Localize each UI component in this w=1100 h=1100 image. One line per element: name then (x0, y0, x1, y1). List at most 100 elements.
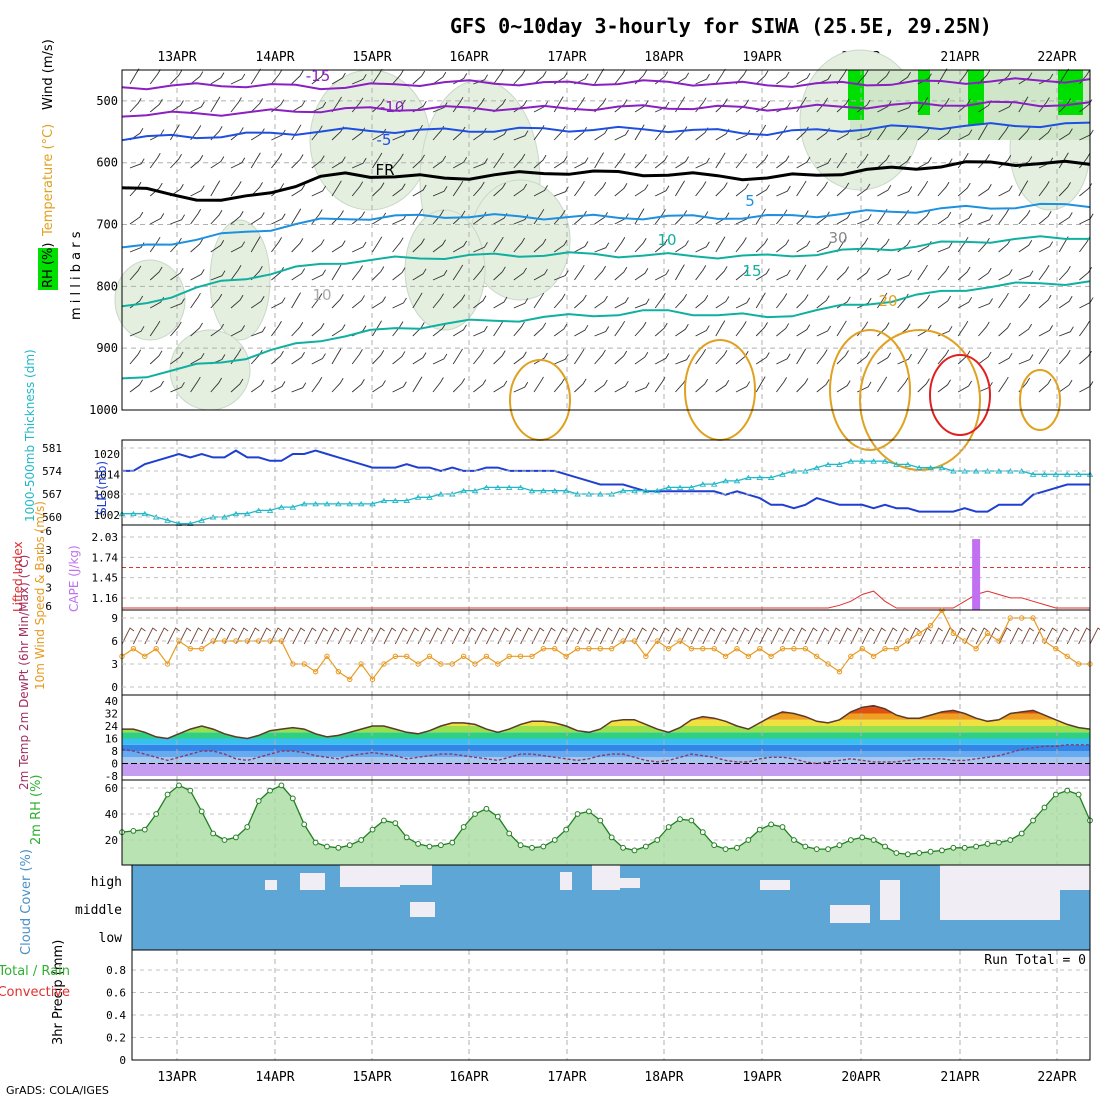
wind-barb (210, 72, 225, 85)
tick-label: 24 (105, 720, 119, 733)
surface-wind-barb (132, 627, 146, 645)
surface-wind-barb (839, 627, 852, 645)
wind-barb (998, 185, 1013, 197)
surface-wind-barb (668, 627, 681, 645)
precip-total-label: Total / Rain (0, 964, 70, 979)
thickness-marker (471, 487, 479, 494)
temp-line (122, 704, 1091, 740)
wind-barb (755, 208, 766, 225)
top-date-label: 16APR (449, 50, 488, 65)
surface-wind-barb (258, 627, 271, 645)
wind-barb (614, 69, 626, 85)
rh-marker (1018, 830, 1025, 837)
wind-barb (654, 322, 668, 337)
rh2m-ylabel: 2m RH (%) (29, 774, 44, 845)
wind-barb (473, 379, 487, 393)
wind-barb (372, 320, 382, 337)
wind-barb (574, 348, 585, 365)
wind-barb (372, 68, 383, 85)
wind-barb (1058, 128, 1073, 141)
tick-label: 6 (111, 635, 118, 648)
wind-barb (210, 377, 223, 393)
wind-barb (291, 321, 304, 337)
rh-marker (210, 830, 217, 837)
wind-barb (1018, 72, 1033, 85)
wind-barb (230, 378, 244, 393)
wind-speed-marker (984, 630, 991, 637)
rh-marker (597, 817, 604, 824)
cloud-row-label: high (91, 875, 122, 890)
wind-barb (957, 320, 969, 337)
wind-barb (776, 239, 790, 253)
wind-barb (937, 349, 950, 365)
wind-barb (250, 296, 265, 309)
wind-barb (533, 154, 547, 169)
wind-speed-marker (791, 645, 797, 652)
thickness-marker (346, 501, 354, 507)
wind-barb (957, 153, 969, 169)
wind-barb (776, 185, 791, 197)
bottom-date-label: 19APR (742, 1070, 781, 1085)
wind-barb (392, 99, 406, 113)
panel-frame (121, 69, 1091, 411)
panel-frame (121, 609, 1091, 696)
wind-barb (190, 269, 205, 281)
thickness-marker (1063, 471, 1071, 477)
bottom-date-label: 14APR (255, 1070, 294, 1085)
wind-barb (412, 154, 425, 169)
wind-speed-marker (973, 645, 979, 652)
wind-barb (937, 97, 950, 113)
wind-barb (877, 292, 888, 309)
wind-speed-marker (870, 653, 877, 660)
wind-barb (917, 180, 929, 197)
wind-barb (574, 241, 589, 253)
wind-barb (149, 266, 163, 281)
thickness-marker (676, 484, 684, 490)
isotherm-line (121, 159, 1091, 202)
wind-barb (957, 182, 971, 197)
thickness-marker (175, 520, 183, 527)
isotherm-label: 10 (312, 286, 331, 304)
thickness-marker (893, 461, 900, 467)
wind-speed-marker (745, 653, 752, 660)
thickness-marker (414, 494, 422, 500)
wind-barb (998, 269, 1013, 281)
wind-speed-marker (688, 645, 695, 652)
wind-barb (513, 100, 528, 113)
wind-barb (978, 237, 990, 253)
wind-barb (1038, 241, 1054, 253)
wind-barb (675, 180, 685, 197)
wind-barb (614, 297, 629, 309)
rh-marker (278, 782, 285, 789)
temp-band (122, 744, 1090, 751)
rh-marker (665, 824, 672, 830)
temp-band (122, 732, 1090, 739)
wind-barb (533, 268, 548, 281)
wind-barb (493, 129, 508, 141)
wind-barb (493, 350, 506, 365)
wind-speed-marker (563, 653, 569, 660)
wind-speed-marker (506, 653, 512, 660)
rh-marker (483, 805, 490, 812)
wind-barb (856, 321, 869, 337)
thickness-marker (904, 461, 912, 467)
top-date-label: 14APR (255, 50, 294, 65)
wind-barb (1058, 152, 1069, 169)
tick-label: 567 (42, 488, 62, 501)
wind-barb (998, 101, 1013, 113)
wind-barb (291, 268, 306, 281)
thickness-marker (927, 464, 934, 471)
wind-barb (170, 100, 184, 113)
wind-barb (695, 295, 709, 309)
rh-marker (324, 843, 330, 850)
thickness-marker (198, 517, 206, 523)
wind-barb (735, 153, 747, 169)
wind-barb (937, 295, 952, 309)
wind-barb (675, 240, 689, 253)
tick-label: 1020 (94, 448, 121, 461)
thickness-marker (813, 464, 820, 471)
wind-barb (634, 124, 645, 141)
wind-barb (493, 266, 506, 281)
wind-barb (614, 380, 629, 393)
wind-barb (574, 264, 585, 281)
